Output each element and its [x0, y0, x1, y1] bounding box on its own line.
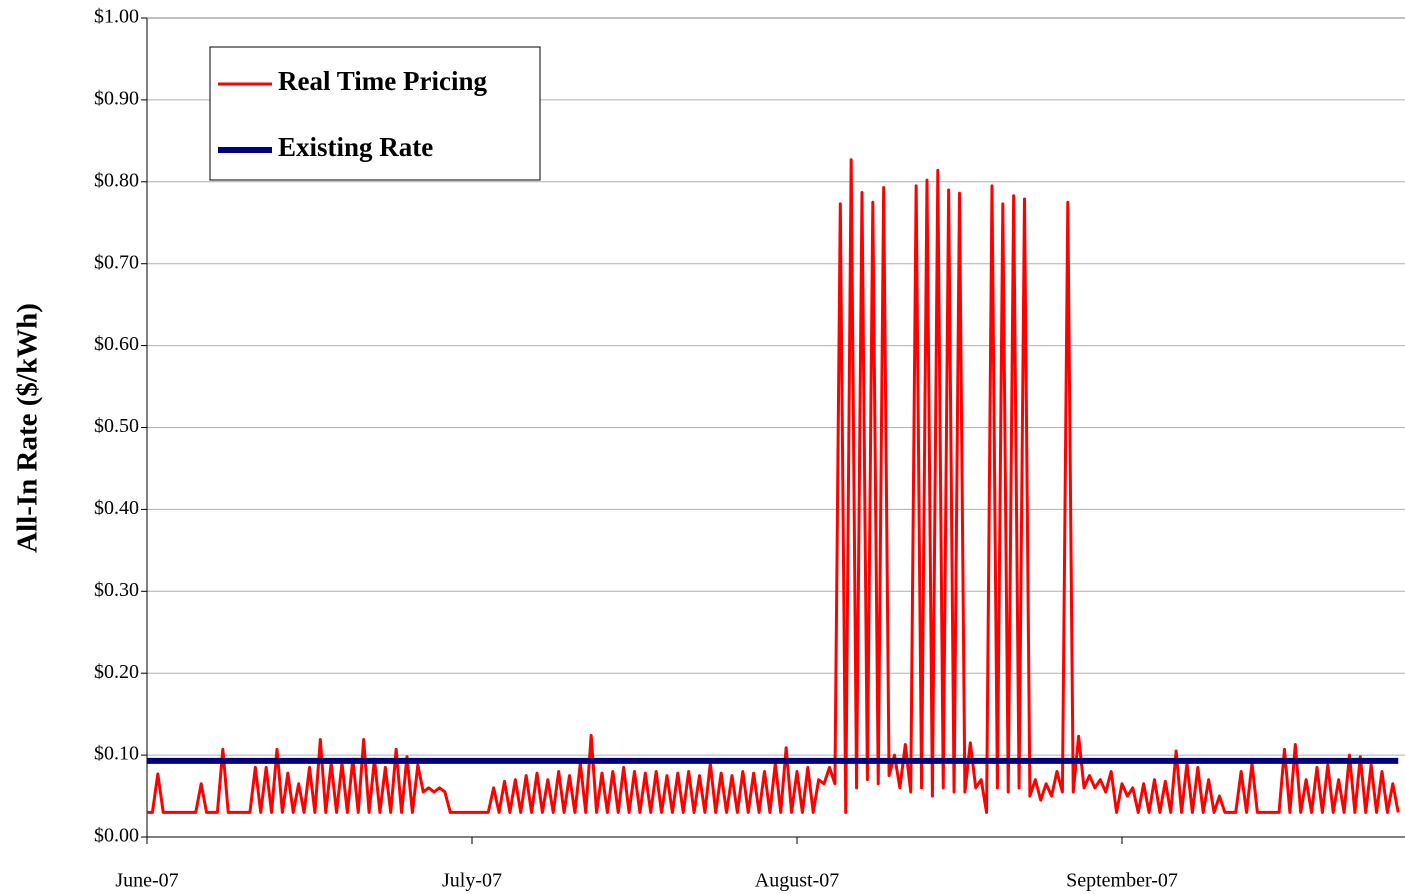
x-tick-label: August-07: [755, 870, 839, 892]
y-tick-label: $0.80: [94, 169, 139, 191]
x-tick-label: September-07: [1066, 870, 1178, 892]
y-tick-label: $0.00: [94, 825, 139, 847]
y-axis-title: All-In Rate ($/kWh): [12, 303, 44, 553]
y-tick-label: $0.20: [94, 661, 139, 683]
y-tick-label: $0.90: [94, 87, 139, 109]
legend-label: Existing Rate: [278, 132, 433, 162]
y-tick-label: $0.10: [94, 743, 139, 765]
legend-box: [209, 46, 541, 181]
y-tick-label: $0.50: [94, 415, 139, 437]
y-tick-label: $1.00: [94, 6, 139, 28]
legend-label: Real Time Pricing: [278, 66, 487, 96]
y-tick-label: $0.30: [94, 579, 139, 601]
y-tick-label: $0.60: [94, 333, 139, 355]
x-tick-label: June-07: [115, 870, 178, 892]
series-line: [147, 158, 1400, 814]
y-tick-label: $0.40: [94, 497, 139, 519]
x-tick-label: July-07: [442, 870, 502, 892]
y-tick-label: $0.70: [94, 251, 139, 273]
